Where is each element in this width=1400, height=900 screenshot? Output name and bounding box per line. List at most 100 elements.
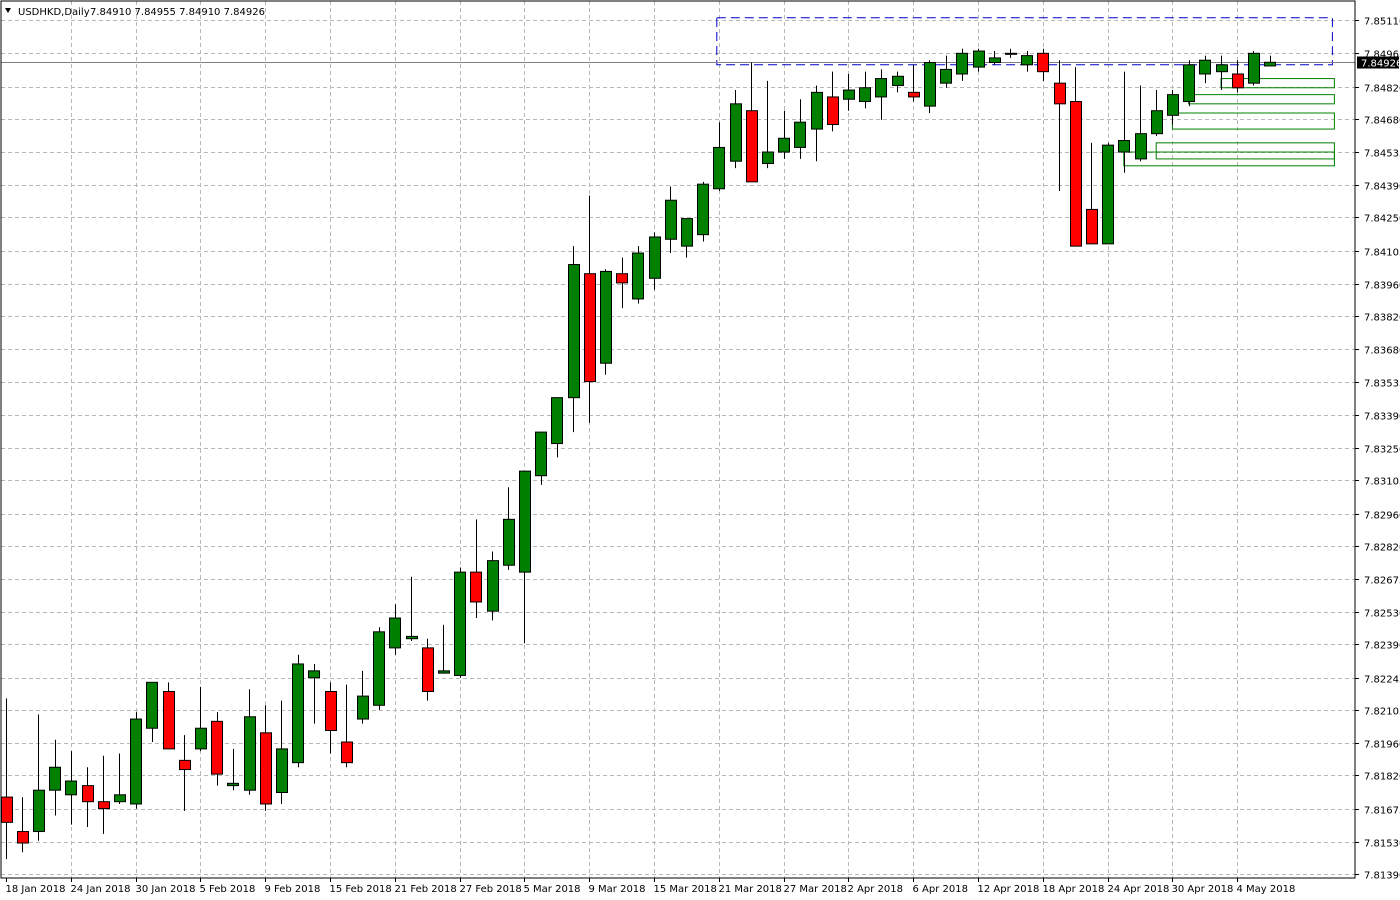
y-tick-label: 7.83390 bbox=[1364, 412, 1400, 423]
candle-body-bullish bbox=[276, 748, 288, 794]
candle bbox=[1264, 55, 1276, 67]
candle-body-bearish bbox=[17, 831, 29, 844]
chart-grid bbox=[1, 1, 1355, 878]
y-tick-label: 7.85110 bbox=[1364, 17, 1400, 28]
candle-body-bullish bbox=[1183, 64, 1195, 103]
candle-body-bullish bbox=[357, 695, 369, 720]
candle bbox=[649, 232, 661, 290]
candle bbox=[519, 470, 531, 644]
y-tick-label: 7.81820 bbox=[1364, 772, 1400, 783]
y-tick-label: 7.84250 bbox=[1364, 214, 1400, 225]
y-tick-label: 7.82390 bbox=[1364, 641, 1400, 652]
candle-body-bullish bbox=[519, 470, 531, 573]
candle bbox=[875, 69, 887, 120]
candle-body-bullish bbox=[697, 183, 709, 236]
candle bbox=[1167, 90, 1179, 125]
candle-body-bullish bbox=[1135, 133, 1147, 160]
candle bbox=[568, 246, 580, 433]
x-tick-label: 9 Feb 2018 bbox=[265, 884, 321, 895]
candle-body-bullish bbox=[1167, 94, 1179, 116]
y-tick-label: 7.82960 bbox=[1364, 511, 1400, 522]
y-tick-label: 7.84535 bbox=[1364, 149, 1400, 160]
candle bbox=[438, 624, 450, 674]
candle-body-bullish bbox=[924, 62, 936, 107]
candle-body-bullish bbox=[843, 89, 855, 100]
candle-body-bullish bbox=[600, 270, 612, 364]
candle bbox=[1151, 90, 1163, 136]
y-tick-label: 7.83535 bbox=[1364, 379, 1400, 390]
candle-body-bullish bbox=[762, 151, 774, 165]
candle-body-bullish bbox=[811, 91, 823, 130]
candle-body-bullish bbox=[292, 663, 304, 764]
x-tick-label: 9 Mar 2018 bbox=[589, 884, 646, 895]
candle bbox=[503, 487, 515, 570]
candle-body-bullish bbox=[1151, 110, 1163, 135]
candle-body-bearish bbox=[422, 647, 434, 692]
candle-body-bullish bbox=[535, 431, 547, 477]
candle bbox=[859, 71, 871, 109]
candle-body-bearish bbox=[616, 273, 628, 284]
candle-body-bullish bbox=[130, 718, 142, 805]
candle bbox=[940, 55, 952, 88]
candle bbox=[146, 681, 158, 743]
x-tick-label: 2 Apr 2018 bbox=[848, 884, 903, 895]
candle bbox=[892, 71, 904, 93]
candle-body-bullish bbox=[1102, 144, 1114, 245]
x-tick-label: 30 Jan 2018 bbox=[136, 884, 196, 895]
candle-body-bullish bbox=[892, 75, 904, 86]
candle-body-bullish bbox=[389, 617, 401, 649]
y-tick-label: 7.84390 bbox=[1364, 182, 1400, 193]
candle bbox=[163, 682, 175, 750]
candle bbox=[292, 654, 304, 768]
candle-body-bullish bbox=[681, 218, 693, 247]
candle-body-bullish bbox=[973, 50, 985, 68]
candle bbox=[632, 246, 644, 304]
candle-body-bullish bbox=[308, 670, 320, 679]
candle-body-bullish bbox=[1005, 52, 1017, 55]
x-tick-label: 24 Apr 2018 bbox=[1108, 884, 1170, 895]
x-tick-label: 30 Apr 2018 bbox=[1172, 884, 1234, 895]
x-tick-label: 18 Jan 2018 bbox=[6, 884, 66, 895]
candle-body-bearish bbox=[746, 110, 758, 183]
candle-body-bullish bbox=[227, 782, 239, 787]
candle bbox=[584, 195, 596, 423]
candle bbox=[276, 700, 288, 804]
candle bbox=[33, 714, 45, 841]
candle-body-bearish bbox=[163, 690, 175, 750]
y-tick-label: 7.83250 bbox=[1364, 445, 1400, 456]
candle bbox=[1054, 60, 1066, 192]
candle bbox=[17, 797, 29, 853]
y-tick-label: 7.81530 bbox=[1364, 839, 1400, 850]
candle-body-bullish bbox=[1118, 140, 1130, 153]
candle-body-bullish bbox=[632, 252, 644, 300]
candle bbox=[82, 767, 94, 827]
candle bbox=[1216, 55, 1228, 91]
candle bbox=[924, 60, 936, 114]
y-tick-label: 7.82105 bbox=[1364, 707, 1400, 718]
candle-body-bullish bbox=[487, 560, 499, 612]
y-tick-label: 7.83960 bbox=[1364, 281, 1400, 292]
candle-body-bullish bbox=[940, 68, 952, 84]
x-tick-label: 24 Jan 2018 bbox=[71, 884, 131, 895]
x-tick-label: 18 Apr 2018 bbox=[1043, 884, 1105, 895]
chart-ohlc-readout: 7.84910 7.84955 7.84910 7.84926 bbox=[90, 7, 265, 18]
y-tick-label: 7.82530 bbox=[1364, 609, 1400, 620]
candle-body-bullish bbox=[146, 681, 158, 729]
candle-body-bullish bbox=[114, 794, 126, 803]
candle-body-bullish bbox=[794, 121, 806, 148]
candle-body-bullish bbox=[438, 670, 450, 674]
candle-body-bullish bbox=[33, 789, 45, 833]
candle bbox=[827, 71, 839, 132]
candle-body-bullish bbox=[454, 571, 466, 676]
candle bbox=[325, 682, 337, 754]
candle-body-bullish bbox=[65, 780, 77, 796]
candle bbox=[1070, 67, 1082, 247]
candle bbox=[1021, 51, 1033, 72]
candle-body-bullish bbox=[406, 635, 418, 640]
candle-body-bullish bbox=[373, 631, 385, 706]
plot-frame bbox=[0, 0, 1356, 879]
candle bbox=[422, 638, 434, 701]
price-tag-background bbox=[1357, 56, 1399, 69]
collapse-triangle-icon[interactable] bbox=[5, 8, 11, 13]
candle bbox=[49, 739, 61, 816]
